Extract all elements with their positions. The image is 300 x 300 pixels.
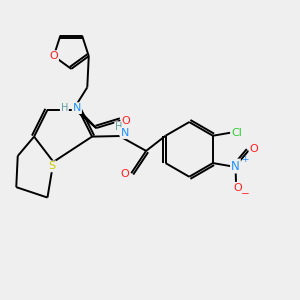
- Text: O: O: [120, 169, 129, 179]
- Text: N: N: [121, 128, 129, 138]
- Text: O: O: [122, 116, 130, 126]
- Text: N: N: [73, 103, 81, 113]
- Text: O: O: [250, 144, 258, 154]
- Text: S: S: [48, 161, 56, 171]
- Text: N: N: [231, 160, 240, 172]
- Text: O: O: [233, 183, 242, 193]
- Text: +: +: [241, 155, 249, 164]
- Text: H: H: [61, 103, 68, 113]
- Text: Cl: Cl: [231, 128, 242, 138]
- Text: O: O: [49, 51, 58, 61]
- Text: −: −: [241, 189, 250, 199]
- Text: H: H: [115, 122, 122, 132]
